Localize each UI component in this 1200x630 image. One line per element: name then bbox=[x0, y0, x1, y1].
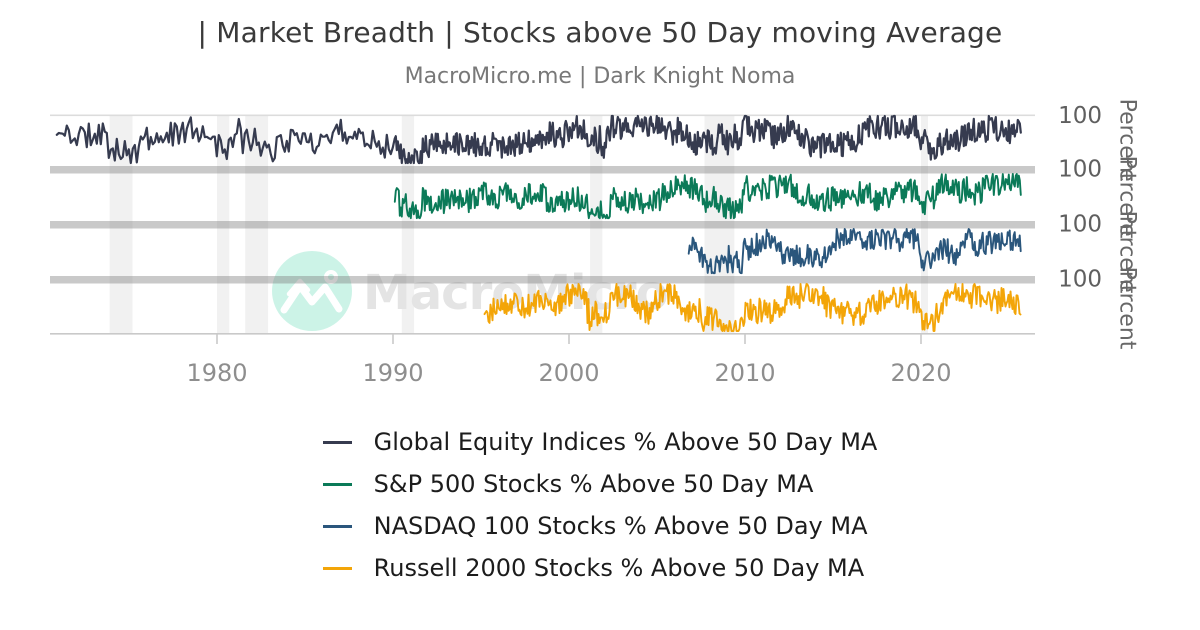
y-tick-label-100: 100 bbox=[1058, 157, 1102, 183]
legend-item: NASDAQ 100 Stocks % Above 50 Day MA bbox=[322, 512, 878, 540]
legend-line-swatch bbox=[322, 566, 352, 570]
panel-separator-bar bbox=[50, 166, 1035, 174]
series-line-2 bbox=[393, 173, 1022, 220]
x-tick-label: 2000 bbox=[538, 359, 599, 387]
recession-band bbox=[590, 115, 603, 333]
legend-item: Russell 2000 Stocks % Above 50 Day MA bbox=[322, 554, 878, 582]
y-axis-label-percent: Percent bbox=[1115, 156, 1140, 239]
recession-band bbox=[245, 115, 269, 333]
series-line-1 bbox=[55, 114, 1022, 165]
x-tick-label: 1990 bbox=[362, 359, 423, 387]
watermark-mountain-icon bbox=[286, 278, 311, 297]
series-line-4 bbox=[483, 283, 1022, 332]
y-axis-label-percent: Percent bbox=[1115, 211, 1140, 294]
y-axis-label-percent: Percent bbox=[1115, 267, 1140, 350]
x-tick-label: 2020 bbox=[890, 359, 951, 387]
chart-title: | Market Breadth | Stocks above 50 Day m… bbox=[197, 16, 1003, 49]
legend-line-swatch bbox=[322, 482, 352, 486]
legend-line-swatch bbox=[322, 524, 352, 528]
x-axis-line bbox=[50, 333, 1035, 335]
legend-label: NASDAQ 100 Stocks % Above 50 Day MA bbox=[373, 512, 868, 540]
x-tick-label: 2010 bbox=[714, 359, 775, 387]
recession-band bbox=[109, 115, 133, 333]
y-tick-label-100: 100 bbox=[1058, 267, 1102, 293]
chart-subtitle: MacroMicro.me | Dark Knight Noma bbox=[404, 64, 796, 89]
y-tick-label-100: 100 bbox=[1058, 103, 1102, 129]
y-axis-label-percent: Percent bbox=[1115, 99, 1140, 182]
recession-band bbox=[217, 115, 230, 333]
panel-separator-bar bbox=[50, 221, 1035, 229]
x-tick-label: 1980 bbox=[186, 359, 247, 387]
recession-band bbox=[921, 115, 928, 333]
watermark-mountain-icon bbox=[280, 282, 343, 314]
legend-item: S&P 500 Stocks % Above 50 Day MA bbox=[322, 470, 878, 498]
y-tick-label-100: 100 bbox=[1058, 212, 1102, 238]
legend-label: Global Equity Indices % Above 50 Day MA bbox=[373, 428, 878, 456]
legend-label: Russell 2000 Stocks % Above 50 Day MA bbox=[373, 554, 865, 582]
legend-column: Global Equity Indices % Above 50 Day MA S… bbox=[322, 428, 878, 582]
series-line-3 bbox=[687, 228, 1022, 275]
recession-band bbox=[401, 115, 415, 333]
panel-top-gridline bbox=[50, 114, 1035, 117]
legend-line-swatch bbox=[322, 440, 352, 444]
watermark-peak-dot-icon bbox=[324, 270, 338, 284]
legend-item: Global Equity Indices % Above 50 Day MA bbox=[322, 428, 878, 456]
watermark-logo-circle bbox=[272, 251, 352, 331]
chart-legend: Global Equity Indices % Above 50 Day MA S… bbox=[0, 428, 1200, 582]
recession-band bbox=[704, 115, 735, 333]
panel-separator-bar bbox=[50, 276, 1035, 284]
legend-label: S&P 500 Stocks % Above 50 Day MA bbox=[373, 470, 814, 498]
